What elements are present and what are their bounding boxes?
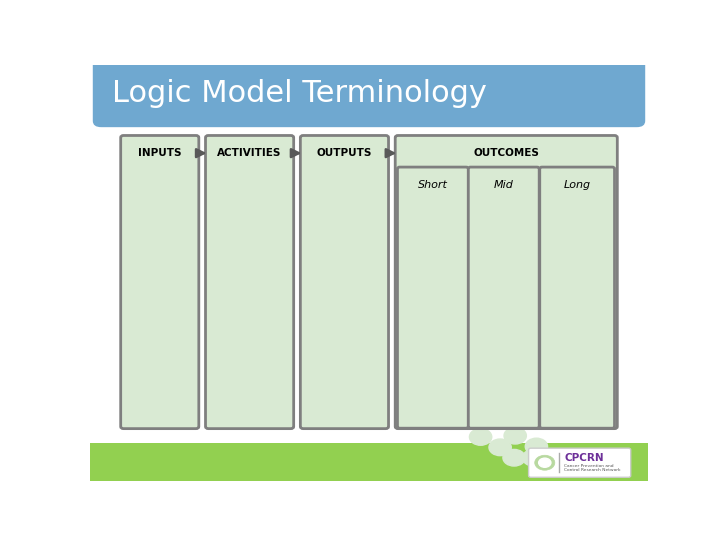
Text: Long: Long	[564, 180, 590, 191]
Circle shape	[504, 427, 526, 444]
Text: Cancer Prevention and
Control Research Network: Cancer Prevention and Control Research N…	[564, 463, 621, 472]
Circle shape	[503, 449, 525, 466]
Text: CPCRN: CPCRN	[564, 453, 604, 463]
Text: Short: Short	[418, 180, 448, 191]
FancyBboxPatch shape	[395, 136, 617, 429]
FancyBboxPatch shape	[468, 167, 539, 428]
FancyBboxPatch shape	[540, 167, 615, 428]
Circle shape	[535, 455, 555, 470]
FancyBboxPatch shape	[528, 448, 631, 477]
Circle shape	[526, 438, 548, 455]
FancyBboxPatch shape	[300, 136, 389, 429]
Text: OUTCOMES: OUTCOMES	[473, 148, 539, 158]
Text: ACTIVITIES: ACTIVITIES	[217, 148, 282, 158]
Circle shape	[523, 449, 545, 466]
FancyBboxPatch shape	[397, 167, 468, 428]
Text: OUTPUTS: OUTPUTS	[317, 148, 372, 158]
Text: Logic Model Terminology: Logic Model Terminology	[112, 79, 487, 107]
FancyBboxPatch shape	[93, 58, 645, 127]
Text: INPUTS: INPUTS	[138, 148, 181, 158]
FancyBboxPatch shape	[205, 136, 294, 429]
Circle shape	[469, 429, 492, 446]
Circle shape	[539, 458, 551, 467]
Bar	[90, 443, 648, 481]
Text: Mid: Mid	[494, 180, 513, 191]
Circle shape	[489, 439, 511, 456]
FancyBboxPatch shape	[121, 136, 199, 429]
